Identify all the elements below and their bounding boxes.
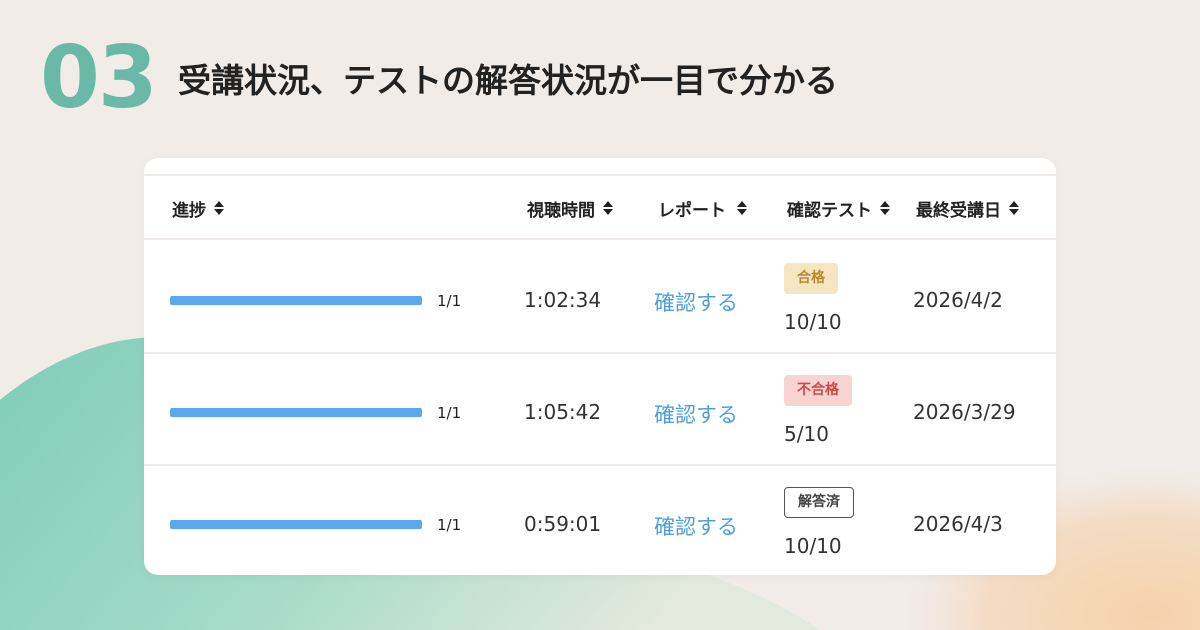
sort-icon[interactable] bbox=[880, 201, 890, 215]
sort-icon[interactable] bbox=[737, 201, 747, 215]
report-link[interactable]: 確認する bbox=[654, 403, 738, 427]
status-badge-fail: 不合格 bbox=[784, 375, 852, 406]
table-row: 1/1 0:59:01 確認する 解答済 10/10 2026/4/3 bbox=[144, 466, 1056, 575]
header-last-date[interactable]: 最終受講日 bbox=[916, 176, 1019, 240]
sort-icon[interactable] bbox=[214, 201, 224, 215]
test-score: 5/10 bbox=[784, 422, 829, 446]
sort-icon[interactable] bbox=[1009, 201, 1019, 215]
last-date: 2026/4/3 bbox=[913, 512, 1003, 536]
sort-icon[interactable] bbox=[603, 201, 613, 215]
progress-count: 1/1 bbox=[437, 404, 462, 422]
table-header: 進捗 視聴時間 レポート 確認テスト 最終受講日 bbox=[144, 174, 1056, 240]
section-heading: 03 受講状況、テストの解答状況が一目で分かる bbox=[40, 28, 1160, 128]
section-number: 03 bbox=[40, 28, 158, 128]
watch-time: 1:05:42 bbox=[524, 400, 602, 424]
header-check-test[interactable]: 確認テスト bbox=[787, 176, 890, 240]
watch-time: 0:59:01 bbox=[524, 512, 602, 536]
test-score: 10/10 bbox=[784, 310, 842, 334]
status-badge-pass: 合格 bbox=[784, 263, 838, 294]
table-row: 1/1 1:05:42 確認する 不合格 5/10 2026/3/29 bbox=[144, 354, 1056, 466]
test-score: 10/10 bbox=[784, 534, 842, 558]
section-title: 受講状況、テストの解答状況が一目で分かる bbox=[178, 61, 838, 100]
last-date: 2026/3/29 bbox=[913, 400, 1016, 424]
last-date: 2026/4/2 bbox=[913, 288, 1003, 312]
report-link[interactable]: 確認する bbox=[654, 515, 738, 539]
header-progress[interactable]: 進捗 bbox=[172, 176, 224, 240]
progress-table-card: 進捗 視聴時間 レポート 確認テスト 最終受講日 1/1 1:02:34 確認す… bbox=[144, 158, 1056, 575]
header-report-label: レポート bbox=[658, 200, 726, 221]
progress-bar-fill bbox=[170, 520, 422, 529]
header-watch-time-label: 視聴時間 bbox=[527, 200, 595, 221]
status-badge-answered: 解答済 bbox=[784, 487, 854, 518]
progress-bar bbox=[170, 296, 422, 305]
progress-count: 1/1 bbox=[437, 292, 462, 310]
progress-bar-fill bbox=[170, 296, 422, 305]
header-check-test-label: 確認テスト bbox=[787, 200, 872, 221]
watch-time: 1:02:34 bbox=[524, 288, 602, 312]
progress-count: 1/1 bbox=[437, 516, 462, 534]
report-link[interactable]: 確認する bbox=[654, 291, 738, 315]
progress-bar bbox=[170, 408, 422, 417]
header-last-date-label: 最終受講日 bbox=[916, 200, 1001, 221]
header-watch-time[interactable]: 視聴時間 bbox=[527, 176, 613, 240]
progress-bar-fill bbox=[170, 408, 422, 417]
progress-bar bbox=[170, 520, 422, 529]
header-progress-label: 進捗 bbox=[172, 200, 206, 221]
header-report[interactable]: レポート bbox=[658, 176, 747, 240]
table-row: 1/1 1:02:34 確認する 合格 10/10 2026/4/2 bbox=[144, 242, 1056, 354]
